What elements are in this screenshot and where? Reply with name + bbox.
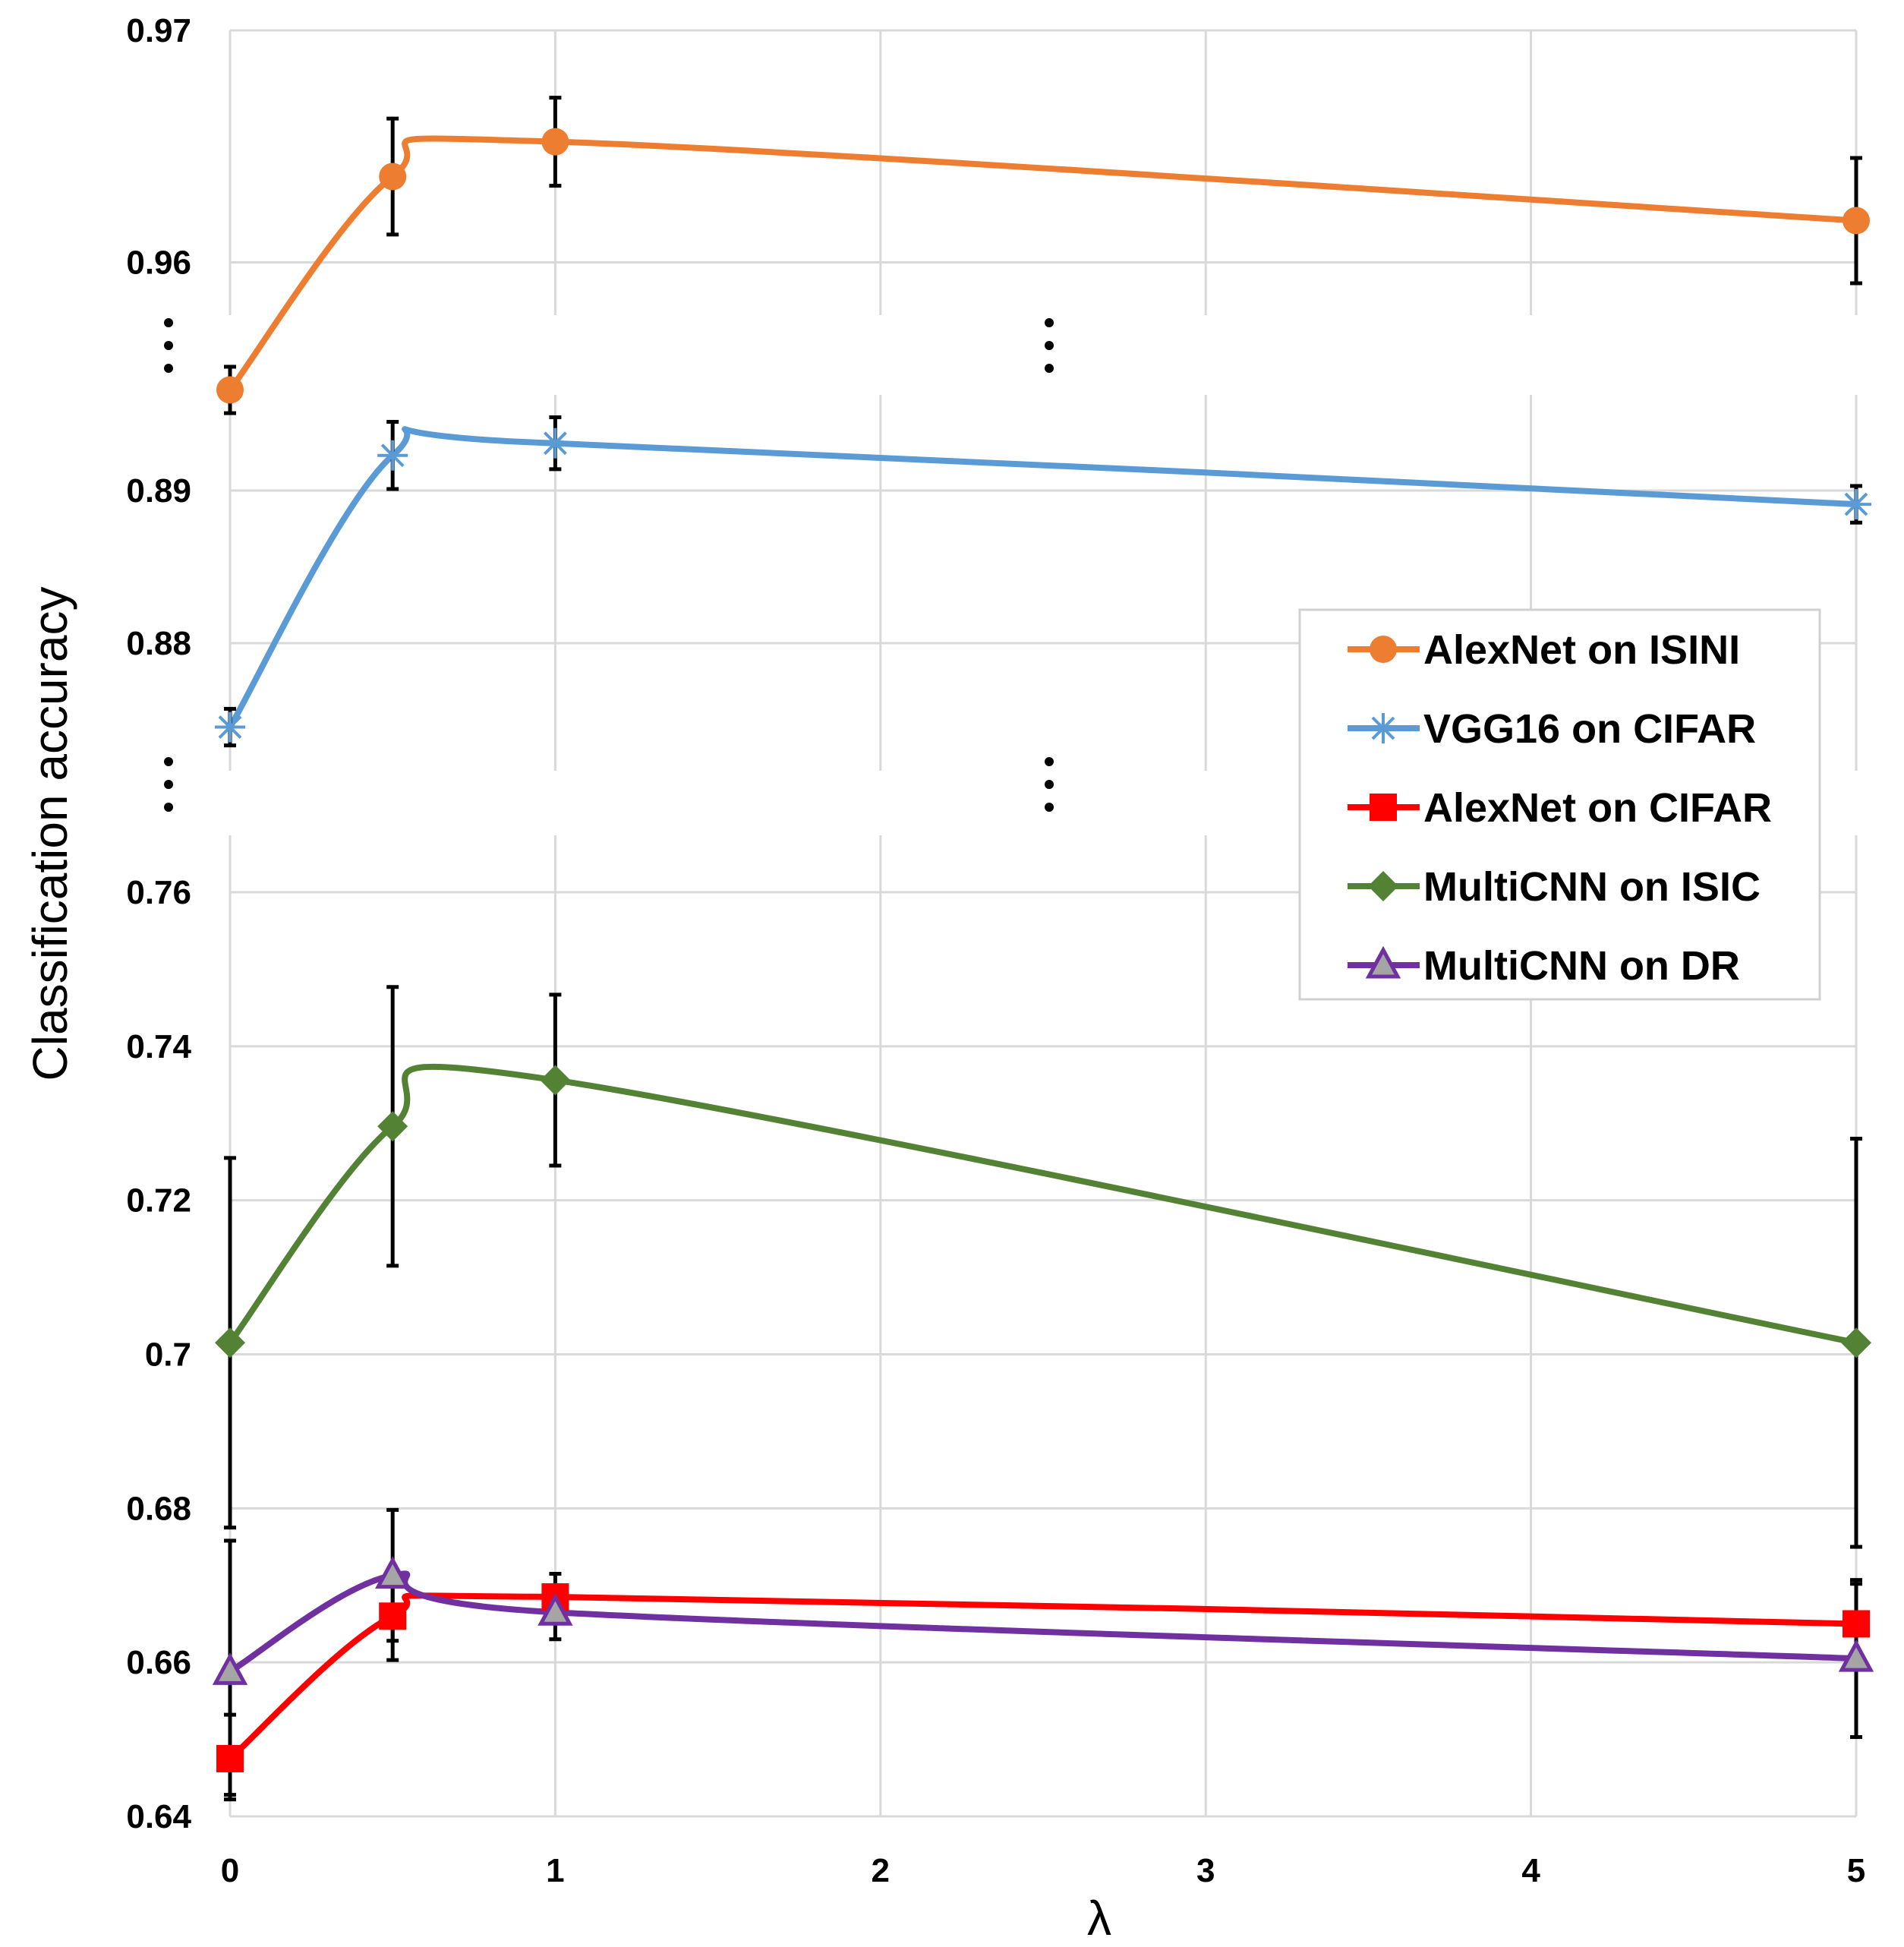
axis-break-dots xyxy=(1045,318,1054,373)
marker-asterisk xyxy=(1841,489,1871,520)
break-dot xyxy=(1045,364,1054,373)
marker-diamond xyxy=(1368,871,1398,901)
axis-break-marks xyxy=(164,318,1054,812)
break-dot xyxy=(164,318,173,327)
y-tick-label: 0.66 xyxy=(126,1644,191,1681)
x-tick-label: 1 xyxy=(546,1852,564,1889)
x-tick-label: 5 xyxy=(1847,1852,1865,1889)
marker-diamond xyxy=(1841,1327,1871,1358)
y-tick-label: 0.97 xyxy=(126,12,191,49)
break-dot xyxy=(1045,803,1054,812)
y-tick-label: 0.68 xyxy=(126,1490,191,1527)
break-dot xyxy=(164,780,173,789)
marker-asterisk xyxy=(215,712,245,743)
marker-circle xyxy=(1843,207,1870,235)
y-tick-label: 0.89 xyxy=(126,472,191,510)
break-dot xyxy=(1045,341,1054,350)
x-axis-title: λ xyxy=(1087,1891,1111,1945)
y-tick-label: 0.76 xyxy=(126,874,191,911)
axis-break-dots xyxy=(164,757,173,812)
break-dot xyxy=(164,364,173,373)
marker-square xyxy=(1370,794,1397,821)
y-axis-title: Classification accuracy xyxy=(23,587,77,1081)
y-tick-label: 0.88 xyxy=(126,625,191,662)
marker-asterisk xyxy=(540,428,571,459)
marker-asterisk xyxy=(377,440,408,471)
series-line-2 xyxy=(227,426,1859,731)
legend-label: MultiCNN on DR xyxy=(1423,943,1740,989)
marker-square xyxy=(216,1744,244,1772)
panel-1: 0.97 0.96 xyxy=(126,12,1858,315)
marker-triangle xyxy=(212,1652,248,1685)
break-dot xyxy=(164,341,173,350)
marker-circle xyxy=(216,376,244,404)
marker-triangle xyxy=(1365,945,1401,979)
break-dot xyxy=(1045,318,1054,327)
y-tick-label: 0.74 xyxy=(126,1028,191,1065)
y-tick-label: 0.96 xyxy=(126,245,191,282)
marker-diamond xyxy=(215,1327,245,1358)
x-tick-label: 4 xyxy=(1521,1852,1540,1889)
legend: AlexNet on ISINI VGG16 on CIFAR AlexNet on… xyxy=(1298,608,1821,1001)
marker-triangle xyxy=(1838,1639,1874,1672)
series-lines xyxy=(227,135,1859,1762)
legend-item-1: AlexNet on ISINI xyxy=(1348,627,1740,673)
marker-circle xyxy=(379,163,407,191)
legend-item-4: MultiCNN on ISIC xyxy=(1348,864,1761,910)
marker-diamond xyxy=(540,1065,571,1096)
break-dot xyxy=(1045,780,1054,789)
marker-circle xyxy=(541,128,569,156)
break-dot xyxy=(1045,757,1054,766)
x-tick-label: 0 xyxy=(221,1852,239,1889)
legend-item-3: AlexNet on CIFAR xyxy=(1348,785,1772,831)
marker-square xyxy=(379,1602,407,1630)
legend-label: AlexNet on ISINI xyxy=(1423,627,1740,673)
marker-triangle xyxy=(374,1556,411,1589)
marker-diamond xyxy=(377,1111,408,1142)
x-axis-ticks: 0 1 2 3 4 5 xyxy=(221,1852,1865,1889)
data-markers xyxy=(212,128,1874,1772)
y-tick-label: 0.64 xyxy=(126,1798,191,1835)
legend-item-5: MultiCNN on DR xyxy=(1348,943,1740,989)
series-line-4 xyxy=(227,1063,1859,1346)
x-tick-label: 3 xyxy=(1196,1852,1215,1889)
y-tick-label: 0.72 xyxy=(126,1182,191,1220)
marker-square xyxy=(1843,1610,1870,1638)
axis-break-dots xyxy=(164,318,173,373)
y-tick-label: 0.7 xyxy=(145,1336,191,1374)
legend-label: VGG16 on CIFAR xyxy=(1423,706,1756,752)
legend-label: MultiCNN on ISIC xyxy=(1423,864,1761,910)
marker-circle xyxy=(1370,636,1397,663)
legend-label: AlexNet on CIFAR xyxy=(1423,785,1772,831)
axis-break-dots xyxy=(1045,757,1054,812)
series-line-1 xyxy=(227,135,1859,393)
marker-triangle xyxy=(537,1593,573,1626)
marker-asterisk xyxy=(1368,713,1398,743)
break-dot xyxy=(164,803,173,812)
break-dot xyxy=(164,757,173,766)
legend-item-2: VGG16 on CIFAR xyxy=(1348,706,1756,752)
x-tick-label: 2 xyxy=(872,1852,890,1889)
